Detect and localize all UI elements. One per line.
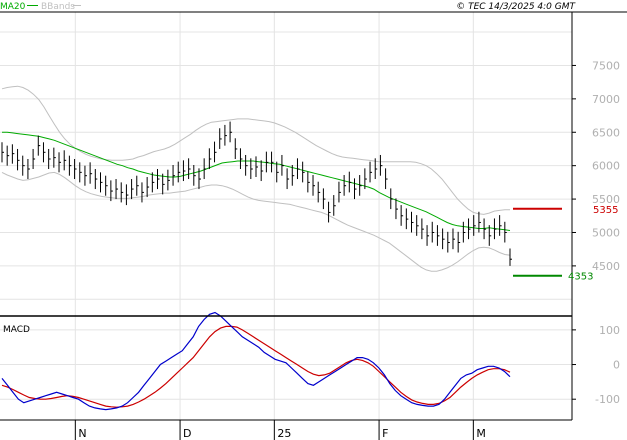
bbands-lower-line [1,171,511,272]
price-tick-label: 6000 [592,160,620,173]
price-tick-label: 4500 [592,260,620,273]
macd-layer [1,311,511,411]
macd-tick-labels: 100 0 -100 [572,324,620,406]
legend-ma20: MA20 [0,2,26,12]
level-annotations: 5355 4353 [513,205,618,283]
price-tick-label: 7000 [592,93,620,106]
macd-tick-label: -100 [595,393,620,406]
time-tick-labels: N D 25 F M [74,420,486,440]
ma20-line [2,131,511,231]
price-tick-label: 7500 [592,59,620,72]
macd-signal-line [1,325,511,408]
price-tick-labels: 4500 5000 5500 6000 6500 7000 7500 [572,59,620,273]
support-level-label: 4353 [568,272,593,283]
price-tick-label: 5000 [592,226,620,239]
grid-layer [0,12,572,420]
legend-bbands: BBands [41,2,75,12]
price-tick-label: 5500 [592,193,620,206]
time-tick-label: D [183,427,191,440]
legend-ma20-swatch [27,5,38,6]
legend-bbands-swatch [73,5,81,6]
resistance-level-label: 5355 [593,205,618,216]
macd-tick-label: 100 [599,324,620,337]
macd-line [1,311,511,411]
macd-tick-label: 0 [613,359,620,372]
copyright-text: © TEC 14/3/2025 4:0 GMT [456,2,576,12]
bbands-upper-line [1,85,510,215]
macd-title: MACD [3,325,30,335]
time-tick-label: N [78,427,86,440]
time-tick-label: M [476,427,486,440]
price-layer [1,85,512,272]
time-tick-label: 25 [277,427,291,440]
time-tick-label: F [382,427,388,440]
price-tick-label: 6500 [592,126,620,139]
